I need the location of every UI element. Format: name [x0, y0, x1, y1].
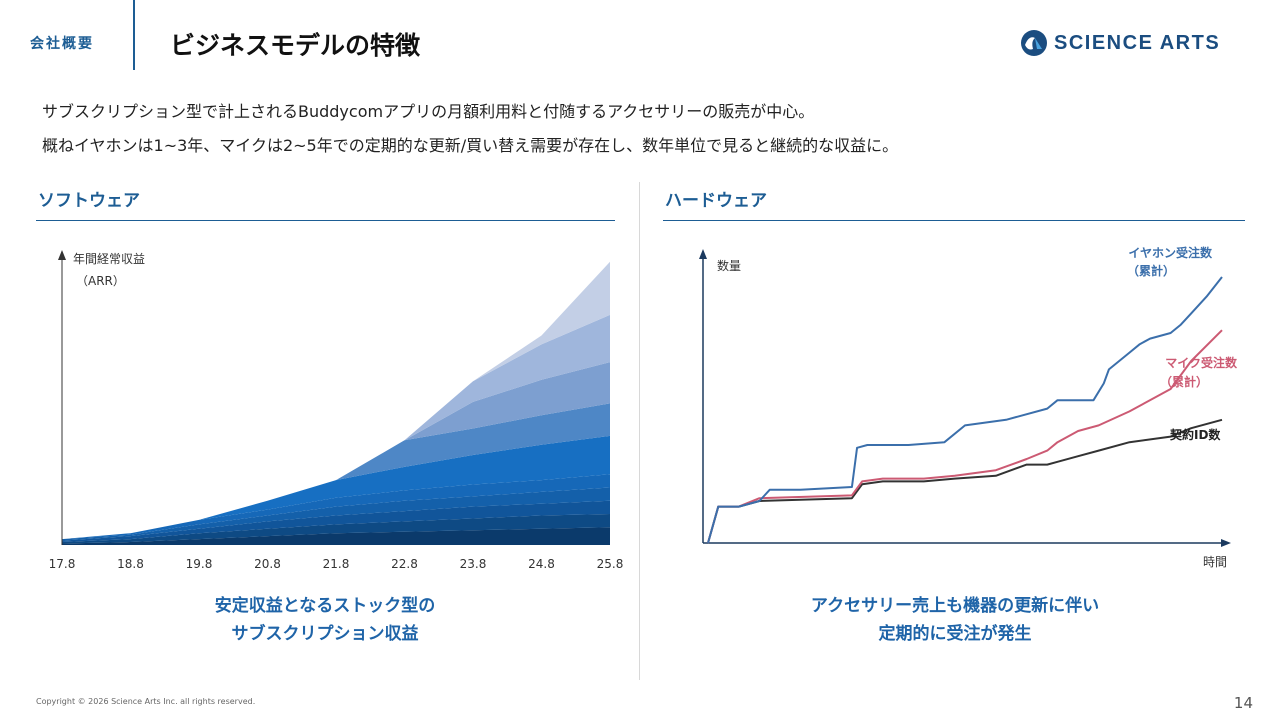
hw-y-axis-arrow-icon	[699, 249, 707, 259]
arr-area-c1	[62, 527, 610, 545]
hardware-rule	[663, 220, 1245, 221]
arr-x-tick-label: 17.8	[49, 557, 76, 571]
arr-x-tick-label: 20.8	[254, 557, 281, 571]
header-divider	[133, 0, 135, 70]
arr-area-c6	[62, 435, 610, 540]
software-caption-line1: 安定収益となるストック型の	[214, 596, 436, 616]
software-caption: 安定収益となるストック型の サブスクリプション収益	[140, 592, 510, 648]
logo-text: SCIENCE ARTS	[1054, 31, 1221, 54]
label-earphone-orders: イヤホン受注数	[1128, 245, 1213, 260]
label-contract-ids: 契約ID数	[1169, 427, 1221, 442]
hardware-caption-line2: 定期的に受注が発生	[878, 624, 1032, 644]
accessory-line-chart: 数量 時間 イヤホン受注数 （累計） マイク受注数 （累計） 契約ID数	[699, 245, 1238, 569]
arr-area-c7	[62, 403, 610, 540]
arr-x-tick-label: 18.8	[117, 557, 144, 571]
hardware-caption-line1: アクセサリー売上も機器の更新に伴い	[810, 596, 1100, 616]
label-mic-orders: マイク受注数	[1165, 355, 1238, 370]
hw-series-line-0	[707, 276, 1223, 544]
arr-x-tick-label: 21.8	[323, 557, 350, 571]
software-caption-line2: サブスクリプション収益	[231, 624, 419, 644]
hw-series-line-1	[707, 329, 1223, 544]
hw-ylabel: 数量	[717, 258, 741, 273]
hw-series-line-2	[707, 418, 1223, 544]
arr-area-c4	[62, 487, 610, 541]
hw-xlabel: 時間	[1203, 555, 1227, 569]
column-divider	[639, 182, 640, 680]
arr-x-tick-label: 24.8	[528, 557, 555, 571]
arr-x-tick-label: 25.8	[597, 557, 624, 571]
copyright: Copyright © 2026 Science Arts Inc. all r…	[36, 697, 256, 706]
page-number: 14	[1233, 694, 1253, 712]
arr-y-axis-arrow-icon	[58, 250, 66, 260]
hw-x-axis-arrow-icon	[1221, 539, 1231, 547]
arr-x-tick-label: 23.8	[460, 557, 487, 571]
arr-stacked-area-chart: 年間経常収益 （ARR） 17.8 18.8 19.8 20.8 21.8 22.8 23.…	[49, 250, 624, 571]
page-title: ビジネスモデルの特徴	[170, 31, 421, 60]
label-earphone-orders-sub: （累計）	[1127, 263, 1175, 278]
intro-line-1: サブスクリプション型で計上されるBuddycomアプリの月額利用料と付随するアク…	[42, 102, 815, 121]
label-mic-orders-sub: （累計）	[1160, 374, 1208, 389]
software-heading: ソフトウェア	[38, 191, 140, 211]
intro-line-2: 概ねイヤホンは1~3年、マイクは2~5年での定期的な更新/買い替え需要が存在し、…	[42, 136, 899, 155]
section-tag: 会社概要	[30, 36, 94, 52]
arr-ylabel-line2: （ARR）	[76, 274, 125, 288]
arr-area-c2	[62, 514, 610, 544]
software-rule	[36, 220, 615, 221]
arr-area-c8	[62, 362, 610, 540]
arr-area-c5	[62, 474, 610, 540]
logo-mark-icon	[1021, 30, 1047, 56]
arr-area-c3	[62, 500, 610, 543]
hardware-heading: ハードウェア	[665, 191, 767, 211]
company-logo: SCIENCE ARTS	[1020, 28, 1220, 58]
arr-x-tick-label: 22.8	[391, 557, 418, 571]
arr-ylabel-line1: 年間経常収益	[73, 252, 145, 266]
hardware-caption: アクセサリー売上も機器の更新に伴い 定期的に受注が発生	[760, 592, 1150, 648]
arr-x-tick-label: 19.8	[186, 557, 213, 571]
